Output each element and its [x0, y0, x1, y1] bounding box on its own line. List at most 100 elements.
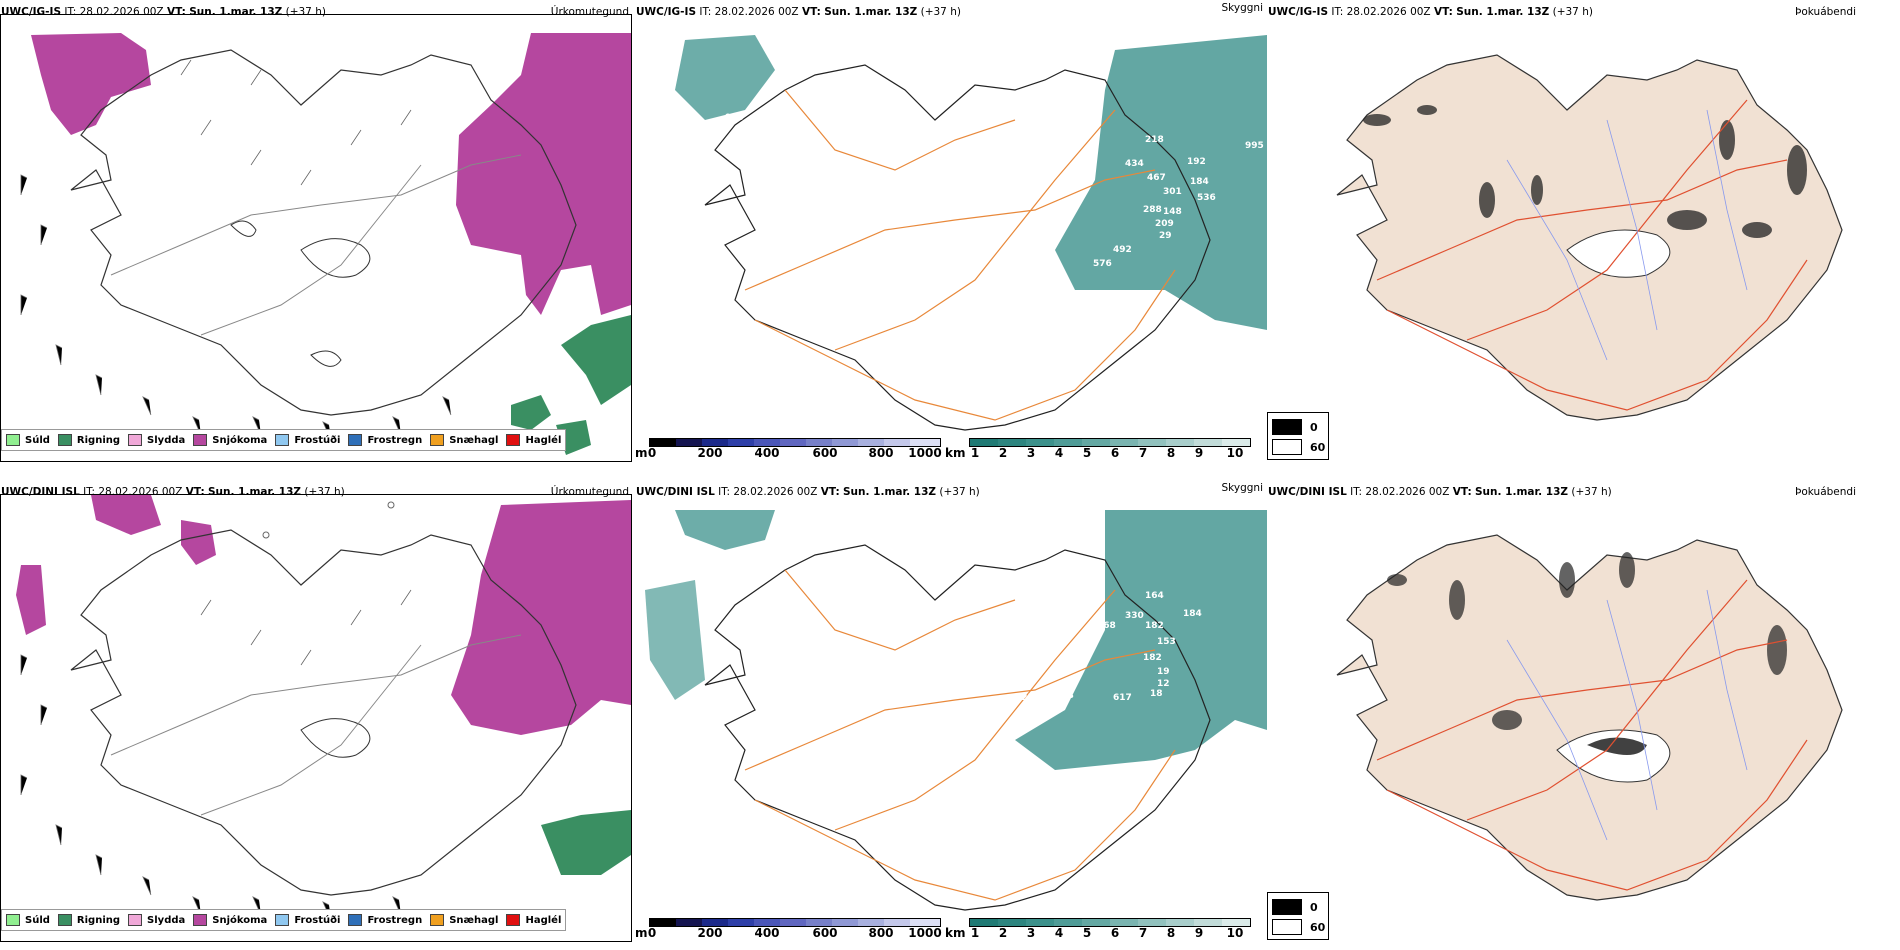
fog-swatch — [1272, 419, 1302, 435]
visibility-colorbar-strip — [969, 438, 1251, 447]
ceiling-label: 434 — [1125, 159, 1144, 169]
legend-swatch — [6, 434, 20, 446]
ceiling-label: 182 — [1143, 653, 1162, 663]
visibility-tick: 10 — [1226, 926, 1244, 940]
legend-swatch — [348, 914, 363, 926]
visibility-panel: UWC/IG-IS IT: 28.02.2026 00Z VT: Sun. 1.… — [635, 0, 1267, 470]
ceiling-label: 467 — [1147, 173, 1166, 183]
fog-map — [1336, 534, 1843, 901]
fog-swatch — [1272, 899, 1302, 915]
legend-swatch — [348, 434, 363, 446]
visibility-tick: 2 — [998, 926, 1008, 940]
ceiling-label: 148 — [1163, 207, 1182, 217]
legend-item-drizzle: Súld — [6, 434, 50, 446]
precip-legend: Súld Rigning Slydda Snjókoma Frostúði Fr… — [1, 429, 567, 451]
panel-title: Þokuábendi — [1795, 486, 1856, 498]
legend-swatch — [128, 434, 143, 446]
panel-header: UWC/DINI ISL IT: 28.02.2026 00Z VT: Sun.… — [636, 486, 980, 498]
ceiling-tick: 400 — [754, 446, 780, 460]
legend-item-rain: Rigning — [57, 434, 120, 446]
visibility-map: 960 401 389 218 434 192 467 184 301 536 … — [675, 35, 1267, 431]
ceiling-label: 401 — [707, 123, 726, 133]
legend-item-snow: Snjókoma — [193, 914, 267, 926]
legend-swatch — [275, 434, 290, 446]
ceiling-tick: 800 — [868, 446, 894, 460]
visibility-tick: 10 — [1226, 446, 1244, 460]
panel-title: Úrkomutegund — [550, 486, 629, 498]
ceiling-label: 29 — [1159, 231, 1172, 241]
ceiling-label: 218 — [1055, 691, 1074, 701]
precip-legend: Súld Rigning Slydda Snjókoma Frostúði Fr… — [1, 909, 567, 931]
precip-map-frame: Súld Rigning Slydda Snjókoma Frostúði Fr… — [0, 14, 632, 462]
precip-type-panel: Súld Rigning Slydda Snjókoma Frostúði Fr… — [0, 480, 635, 950]
ceiling-label: 288 — [1143, 205, 1162, 215]
ceiling-label: 153 — [1157, 637, 1176, 647]
ceiling-label: 492 — [1113, 245, 1132, 255]
ceiling-label: 19 — [1157, 667, 1170, 677]
legend-swatch — [128, 914, 143, 926]
precip-map — [16, 495, 631, 921]
ceiling-colorbar-strip — [649, 438, 941, 447]
visibility-tick: 6 — [1110, 446, 1120, 460]
visibility-tick: 4 — [1054, 446, 1064, 460]
legend-swatch — [275, 914, 290, 926]
ceiling-label: 18 — [1150, 689, 1163, 699]
ceiling-label: 12 — [1157, 679, 1170, 689]
legend-item-hail: Haglél — [506, 914, 561, 926]
ceiling-tick: 600 — [812, 446, 838, 460]
fog-map — [1336, 54, 1843, 421]
fog-swatch — [1272, 919, 1302, 935]
ceiling-label: 182 — [1145, 621, 1164, 631]
legend-item-drizzle: Súld — [6, 914, 50, 926]
ceiling-label: 301 — [1163, 187, 1182, 197]
legend-swatch — [506, 914, 521, 926]
visibility-unit: km — [945, 446, 966, 460]
legend-swatch — [430, 434, 445, 446]
ceiling-tick: 400 — [754, 926, 780, 940]
visibility-tick: 9 — [1194, 446, 1204, 460]
visibility-tick: 2 — [998, 446, 1008, 460]
ceiling-colorbar-strip — [649, 918, 941, 927]
visibility-unit: km — [945, 926, 966, 940]
legend-swatch — [6, 914, 20, 926]
visibility-tick: 4 — [1054, 926, 1064, 940]
ceiling-tick: 1000 — [908, 926, 942, 940]
legend-item-freezing-drizzle: Frostúði — [275, 914, 340, 926]
fog-legend-row: 60 — [1272, 439, 1325, 455]
ceiling-label: 330 — [1125, 611, 1144, 621]
ceiling-tick: 600 — [812, 926, 838, 940]
visibility-tick: 7 — [1138, 446, 1148, 460]
panel-title: Skyggni — [1221, 482, 1264, 494]
visibility-tick: 3 — [1026, 926, 1036, 940]
ceiling-label: 184 — [1190, 177, 1209, 187]
fog-legend-row: 0 — [1272, 899, 1318, 915]
legend-item-snow-pellets: Snæhagl — [430, 434, 498, 446]
panel-title: Þokuábendi — [1795, 6, 1856, 18]
ceiling-label: 184 — [1183, 609, 1202, 619]
ceiling-colorbar: m 0 200 400 600 800 1000 — [635, 918, 945, 948]
ceiling-tick: 0 — [647, 926, 657, 940]
visibility-tick: 3 — [1026, 446, 1036, 460]
ceiling-colorbar: m 0 200 400 600 800 1000 — [635, 438, 945, 468]
fog-legend-row: 60 — [1272, 919, 1325, 935]
forecast-row-ig-is: Súld Rigning Slydda Snjókoma Frostúði Fr… — [0, 0, 1900, 470]
panel-title: Úrkomutegund — [550, 6, 629, 18]
visibility-colorbar: km 1 2 3 4 5 6 7 8 9 10 — [945, 438, 1255, 468]
ceiling-label: 218 — [1145, 135, 1164, 145]
fog-legend-row: 0 — [1272, 419, 1318, 435]
visibility-tick: 1 — [970, 446, 980, 460]
ceiling-tick: 200 — [697, 926, 723, 940]
ceiling-label: 960 — [725, 113, 744, 123]
fog-index-panel: UWC/IG-IS IT: 28.02.2026 00Z VT: Sun. 1.… — [1267, 0, 1900, 470]
fog-legend: 0 60 — [1267, 892, 1329, 940]
legend-swatch — [57, 434, 72, 446]
ceiling-label: 995 — [1245, 141, 1264, 151]
precip-map — [20, 33, 631, 455]
legend-item-freezing-rain: Frostregn — [348, 434, 422, 446]
legend-item-sleet: Slydda — [128, 914, 185, 926]
ceiling-tick: 0 — [647, 446, 657, 460]
ceiling-label: 164 — [1145, 591, 1164, 601]
panel-header: UWC/IG-IS IT: 28.02.2026 00Z VT: Sun. 1.… — [1268, 6, 1593, 18]
forecast-row-dini-isl: Súld Rigning Slydda Snjókoma Frostúði Fr… — [0, 480, 1900, 950]
visibility-panel: UWC/DINI ISL IT: 28.02.2026 00Z VT: Sun.… — [635, 480, 1267, 950]
